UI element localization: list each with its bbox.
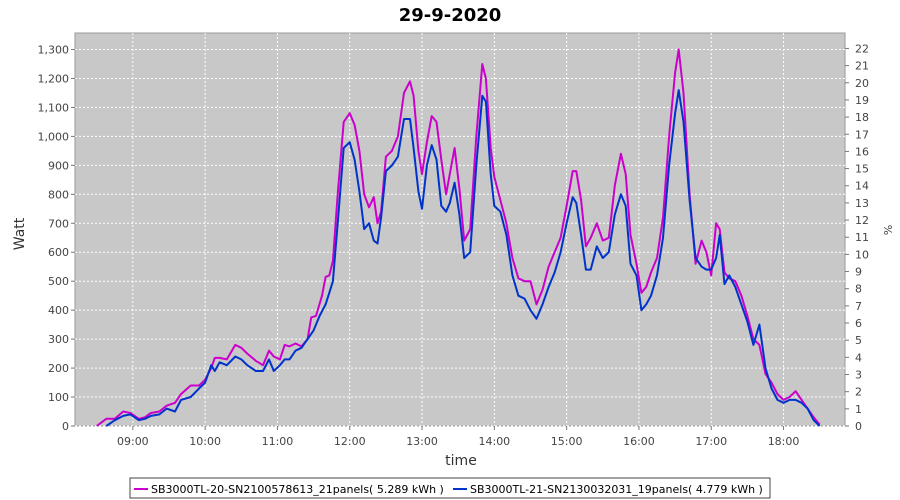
x-tick-label: 15:00 — [551, 435, 583, 448]
y-tick-label: 0 — [62, 420, 69, 433]
x-tick-label: 13:00 — [406, 435, 438, 448]
y2-tick-label: 15 — [855, 163, 869, 176]
y2-tick-label: 1 — [855, 403, 862, 416]
y2-tick-label: 3 — [855, 369, 862, 382]
x-tick-label: 11:00 — [262, 435, 294, 448]
y2-tick-label: 13 — [855, 197, 869, 210]
y2-tick-label: 4 — [855, 351, 862, 364]
x-tick-label: 12:00 — [334, 435, 366, 448]
y2-tick-label: 8 — [855, 283, 862, 296]
y2-tick-label: 7 — [855, 300, 862, 313]
y-tick-label: 700 — [48, 217, 69, 230]
y-tick-label: 100 — [48, 391, 69, 404]
y2-tick-label: 18 — [855, 111, 869, 124]
y-tick-label: 200 — [48, 362, 69, 375]
axis-ticks: 01002003004005006007008009001,0001,1001,… — [38, 42, 870, 448]
y2-tick-label: 19 — [855, 94, 869, 107]
y-tick-label: 600 — [48, 246, 69, 259]
y2-tick-label: 10 — [855, 248, 869, 261]
y2-tick-label: 5 — [855, 334, 862, 347]
legend-entry-series-1: SB3000TL-20-SN2100578613_21panels( 5.289… — [151, 483, 444, 496]
y2-tick-label: 0 — [855, 420, 862, 433]
y2-tick-label: 20 — [855, 77, 869, 90]
x-tick-label: 14:00 — [478, 435, 510, 448]
y2-tick-label: 9 — [855, 266, 862, 279]
y-tick-label: 1,100 — [38, 101, 70, 114]
y-tick-label: 1,200 — [38, 72, 70, 85]
x-tick-label: 09:00 — [117, 435, 149, 448]
grid-lines — [75, 33, 845, 427]
y2-tick-label: 14 — [855, 180, 869, 193]
x-tick-label: 18:00 — [768, 435, 800, 448]
x-tick-label: 17:00 — [695, 435, 727, 448]
y2-tick-label: 17 — [855, 128, 869, 141]
legend-box — [129, 477, 771, 499]
series-line-2 — [105, 89, 821, 427]
y-tick-label: 900 — [48, 159, 69, 172]
y-tick-label: 400 — [48, 304, 69, 317]
legend-entry-series-2: SB3000TL-21-SN2130032031_19panels( 4.779… — [470, 483, 763, 496]
y2-tick-label: 6 — [855, 317, 862, 330]
y-tick-label: 500 — [48, 275, 69, 288]
y-tick-label: 1,300 — [38, 44, 70, 57]
y2-tick-label: 21 — [855, 60, 869, 73]
y2-tick-label: 12 — [855, 214, 869, 227]
chart-title: 29-9-2020 — [399, 5, 502, 26]
y-axis-label: Watt — [12, 217, 28, 250]
x-tick-label: 10:00 — [189, 435, 221, 448]
series-lines — [96, 48, 821, 427]
y2-tick-label: 16 — [855, 145, 869, 158]
y-tick-label: 300 — [48, 333, 69, 346]
y-tick-label: 1,000 — [38, 130, 70, 143]
x-tick-label: 16:00 — [623, 435, 655, 448]
legend: SB3000TL-20-SN2100578613_21panels( 5.289… — [129, 477, 771, 499]
series-line-1 — [96, 48, 821, 427]
y2-axis-label: % — [881, 225, 894, 235]
y2-tick-label: 2 — [855, 386, 862, 399]
y-tick-label: 800 — [48, 188, 69, 201]
x-axis-label: time — [445, 453, 477, 469]
y2-tick-label: 22 — [855, 42, 869, 55]
y2-tick-label: 11 — [855, 231, 869, 244]
plot-area — [74, 32, 846, 427]
